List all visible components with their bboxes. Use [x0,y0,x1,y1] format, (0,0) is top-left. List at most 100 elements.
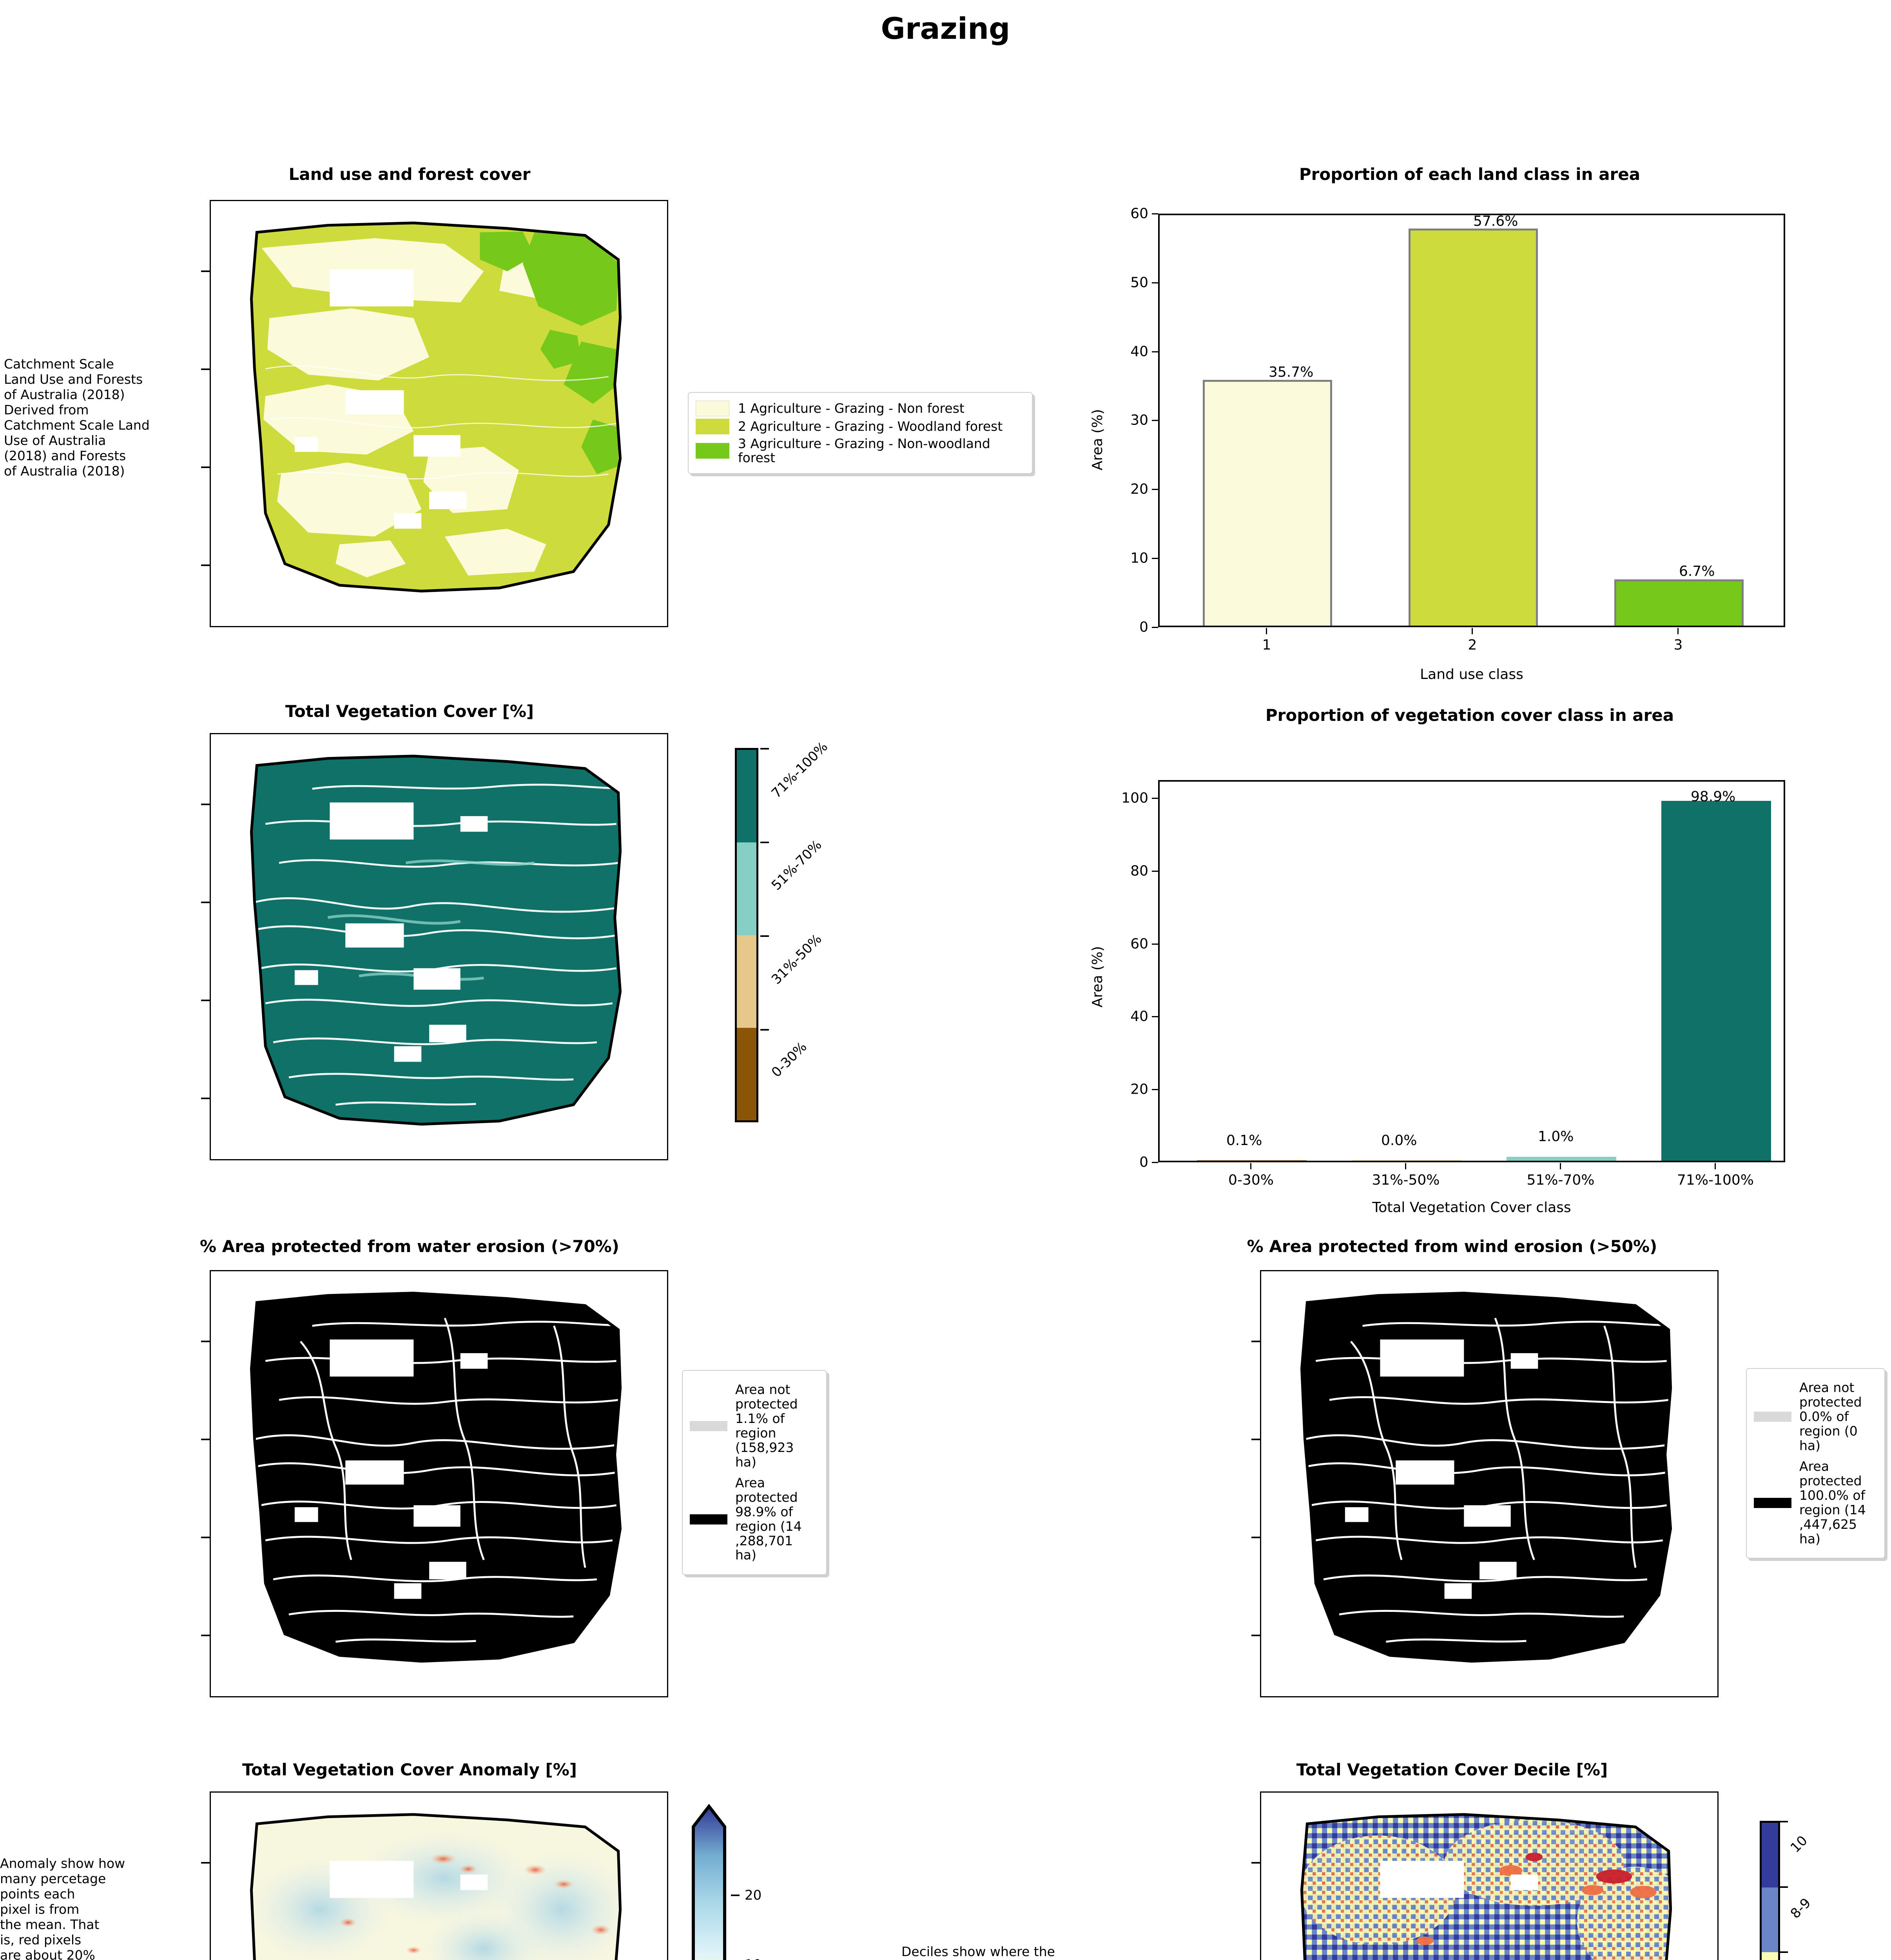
wind-erosion-map[interactable] [1260,1270,1719,1697]
page-title: Grazing [881,11,1010,46]
ytick-50: 50 [1130,274,1148,291]
cbar-label-31-50: 31%-50% [768,931,825,988]
bar-veg-31-50[interactable] [1352,1160,1461,1161]
map-tick [201,1635,210,1636]
ytick-v20: 20 [1130,1081,1148,1098]
anomaly-map-graphic [250,1813,622,1960]
cbar-seg-10 [1762,1823,1778,1887]
legend-item: 2 Agriculture - Grazing - Woodland fores… [696,419,1025,434]
map-tick [1251,1439,1260,1440]
ytick-mark [1152,627,1158,628]
xtick-class-2: 2 [1468,637,1477,653]
ytick-v80: 80 [1130,863,1148,879]
map-tick [201,1341,210,1342]
xtick-class-1: 1 [1262,637,1271,653]
bar-class-3[interactable] [1614,579,1744,626]
map-tick [201,564,210,566]
cbar-tick [731,1895,740,1896]
anomaly-side-note: Anomaly show how many percetage points e… [0,1856,125,1960]
land-use-map-title: Land use and forest cover [288,165,531,184]
map-tick [1251,1862,1260,1864]
map-tick [1251,1635,1260,1636]
bar-veg-71-100[interactable] [1661,801,1771,1161]
bar-veg-51-70[interactable] [1507,1157,1616,1161]
water-erosion-map-graphic [250,1292,622,1663]
map-tick [201,1098,210,1099]
xtick-mark [1677,628,1679,634]
cbar-label-0-30: 0-30% [768,1039,810,1081]
land-class-chart-ylabel: Area (%) [1090,409,1106,470]
land-use-side-note: Catchment Scale Land Use and Forests of … [4,356,150,479]
water-erosion-legend: Area not protected 1.1% of region (158,9… [682,1370,827,1575]
cbar-tick [760,842,769,843]
bar-class-1[interactable] [1203,380,1332,626]
veg-cover-map-title: Total Vegetation Cover [%] [285,702,534,721]
ytick-mark [1152,1089,1158,1090]
map-tick [201,1537,210,1538]
ytick-10: 10 [1130,550,1148,566]
bar-veg-0-30[interactable] [1197,1160,1307,1161]
xtick-class-3: 3 [1673,637,1683,653]
map-tick [201,902,210,903]
legend-swatch-class3 [696,443,729,459]
bar-label-veg-0-30: 0.1% [1226,1132,1262,1149]
ytick-mark [1152,1016,1158,1017]
map-tick [1251,1537,1260,1538]
ytick-mark [1152,351,1158,352]
legend-label-protected: Area protected 100.0% of region (14 ,447… [1799,1458,1866,1546]
cbar-tick [760,935,769,937]
anomaly-map[interactable] [210,1791,668,1960]
xtick-mark [1560,1163,1561,1169]
decile-colorbar [1760,1821,1780,1960]
ytick-v40: 40 [1130,1008,1148,1025]
xtick-mark [1250,1163,1251,1169]
decile-map[interactable] [1260,1791,1719,1960]
legend-item: 3 Agriculture - Grazing - Non-woodland f… [696,436,1025,466]
ytick-60: 60 [1130,205,1148,222]
veg-cover-map[interactable] [210,733,668,1160]
ytick-mark [1152,871,1158,872]
ytick-v0: 0 [1139,1154,1148,1171]
map-tick [201,804,210,805]
ytick-30: 30 [1130,412,1148,428]
bar-label-class-3: 6.7% [1679,563,1715,579]
xtick-veg-51-70: 51%-70% [1527,1172,1595,1188]
wind-erosion-map-graphic [1300,1292,1672,1663]
bar-label-class-1: 35.7% [1269,364,1314,380]
legend-label-class2: 2 Agriculture - Grazing - Woodland fores… [738,418,1003,434]
veg-class-chart-title: Proportion of vegetation cover class in … [1265,706,1674,725]
ytick-mark [1152,558,1158,559]
cbar-label-51-70: 51%-70% [768,837,825,894]
bar-label-veg-71-100: 98.9% [1691,789,1736,805]
land-use-legend: 1 Agriculture - Grazing - Non forest 2 A… [688,392,1033,474]
land-use-map[interactable] [210,200,668,627]
land-class-chart-title: Proportion of each land class in area [1299,165,1641,184]
ytick-mark [1152,944,1158,945]
cbar-seg-31-50 [737,935,756,1028]
legend-item: Area not protected 1.1% of region (158,9… [690,1382,819,1470]
legend-swatch-not-protected [690,1421,727,1431]
map-tick [1251,1341,1260,1342]
legend-label-class3: 3 Agriculture - Grazing - Non-woodland f… [738,436,990,466]
decile-label-10: 10 [1787,1833,1811,1856]
decile-map-graphic [1300,1813,1672,1960]
map-tick [201,270,210,272]
map-tick [201,1439,210,1440]
cbar-tick [760,748,769,750]
bar-class-2[interactable] [1409,229,1538,626]
map-tick [201,466,210,468]
ytick-mark [1152,420,1158,421]
water-erosion-map[interactable] [210,1270,668,1697]
cbar-seg-51-70 [737,842,756,935]
ytick-v60: 60 [1130,936,1148,952]
cbar-seg-8-9 [1762,1887,1778,1952]
legend-label-not-protected: Area not protected 1.1% of region (158,9… [735,1382,798,1470]
cbar-tick [1779,1951,1788,1953]
legend-swatch-class1 [696,401,729,416]
cbar-seg-4-7 [1762,1952,1778,1960]
decile-label-8-9: 8-9 [1787,1895,1814,1922]
decile-map-title: Total Vegetation Cover Decile [%] [1296,1760,1608,1779]
xtick-mark [1472,628,1473,634]
ytick-0: 0 [1139,619,1148,635]
legend-item: Area protected 100.0% of region (14 ,447… [1754,1459,1877,1546]
